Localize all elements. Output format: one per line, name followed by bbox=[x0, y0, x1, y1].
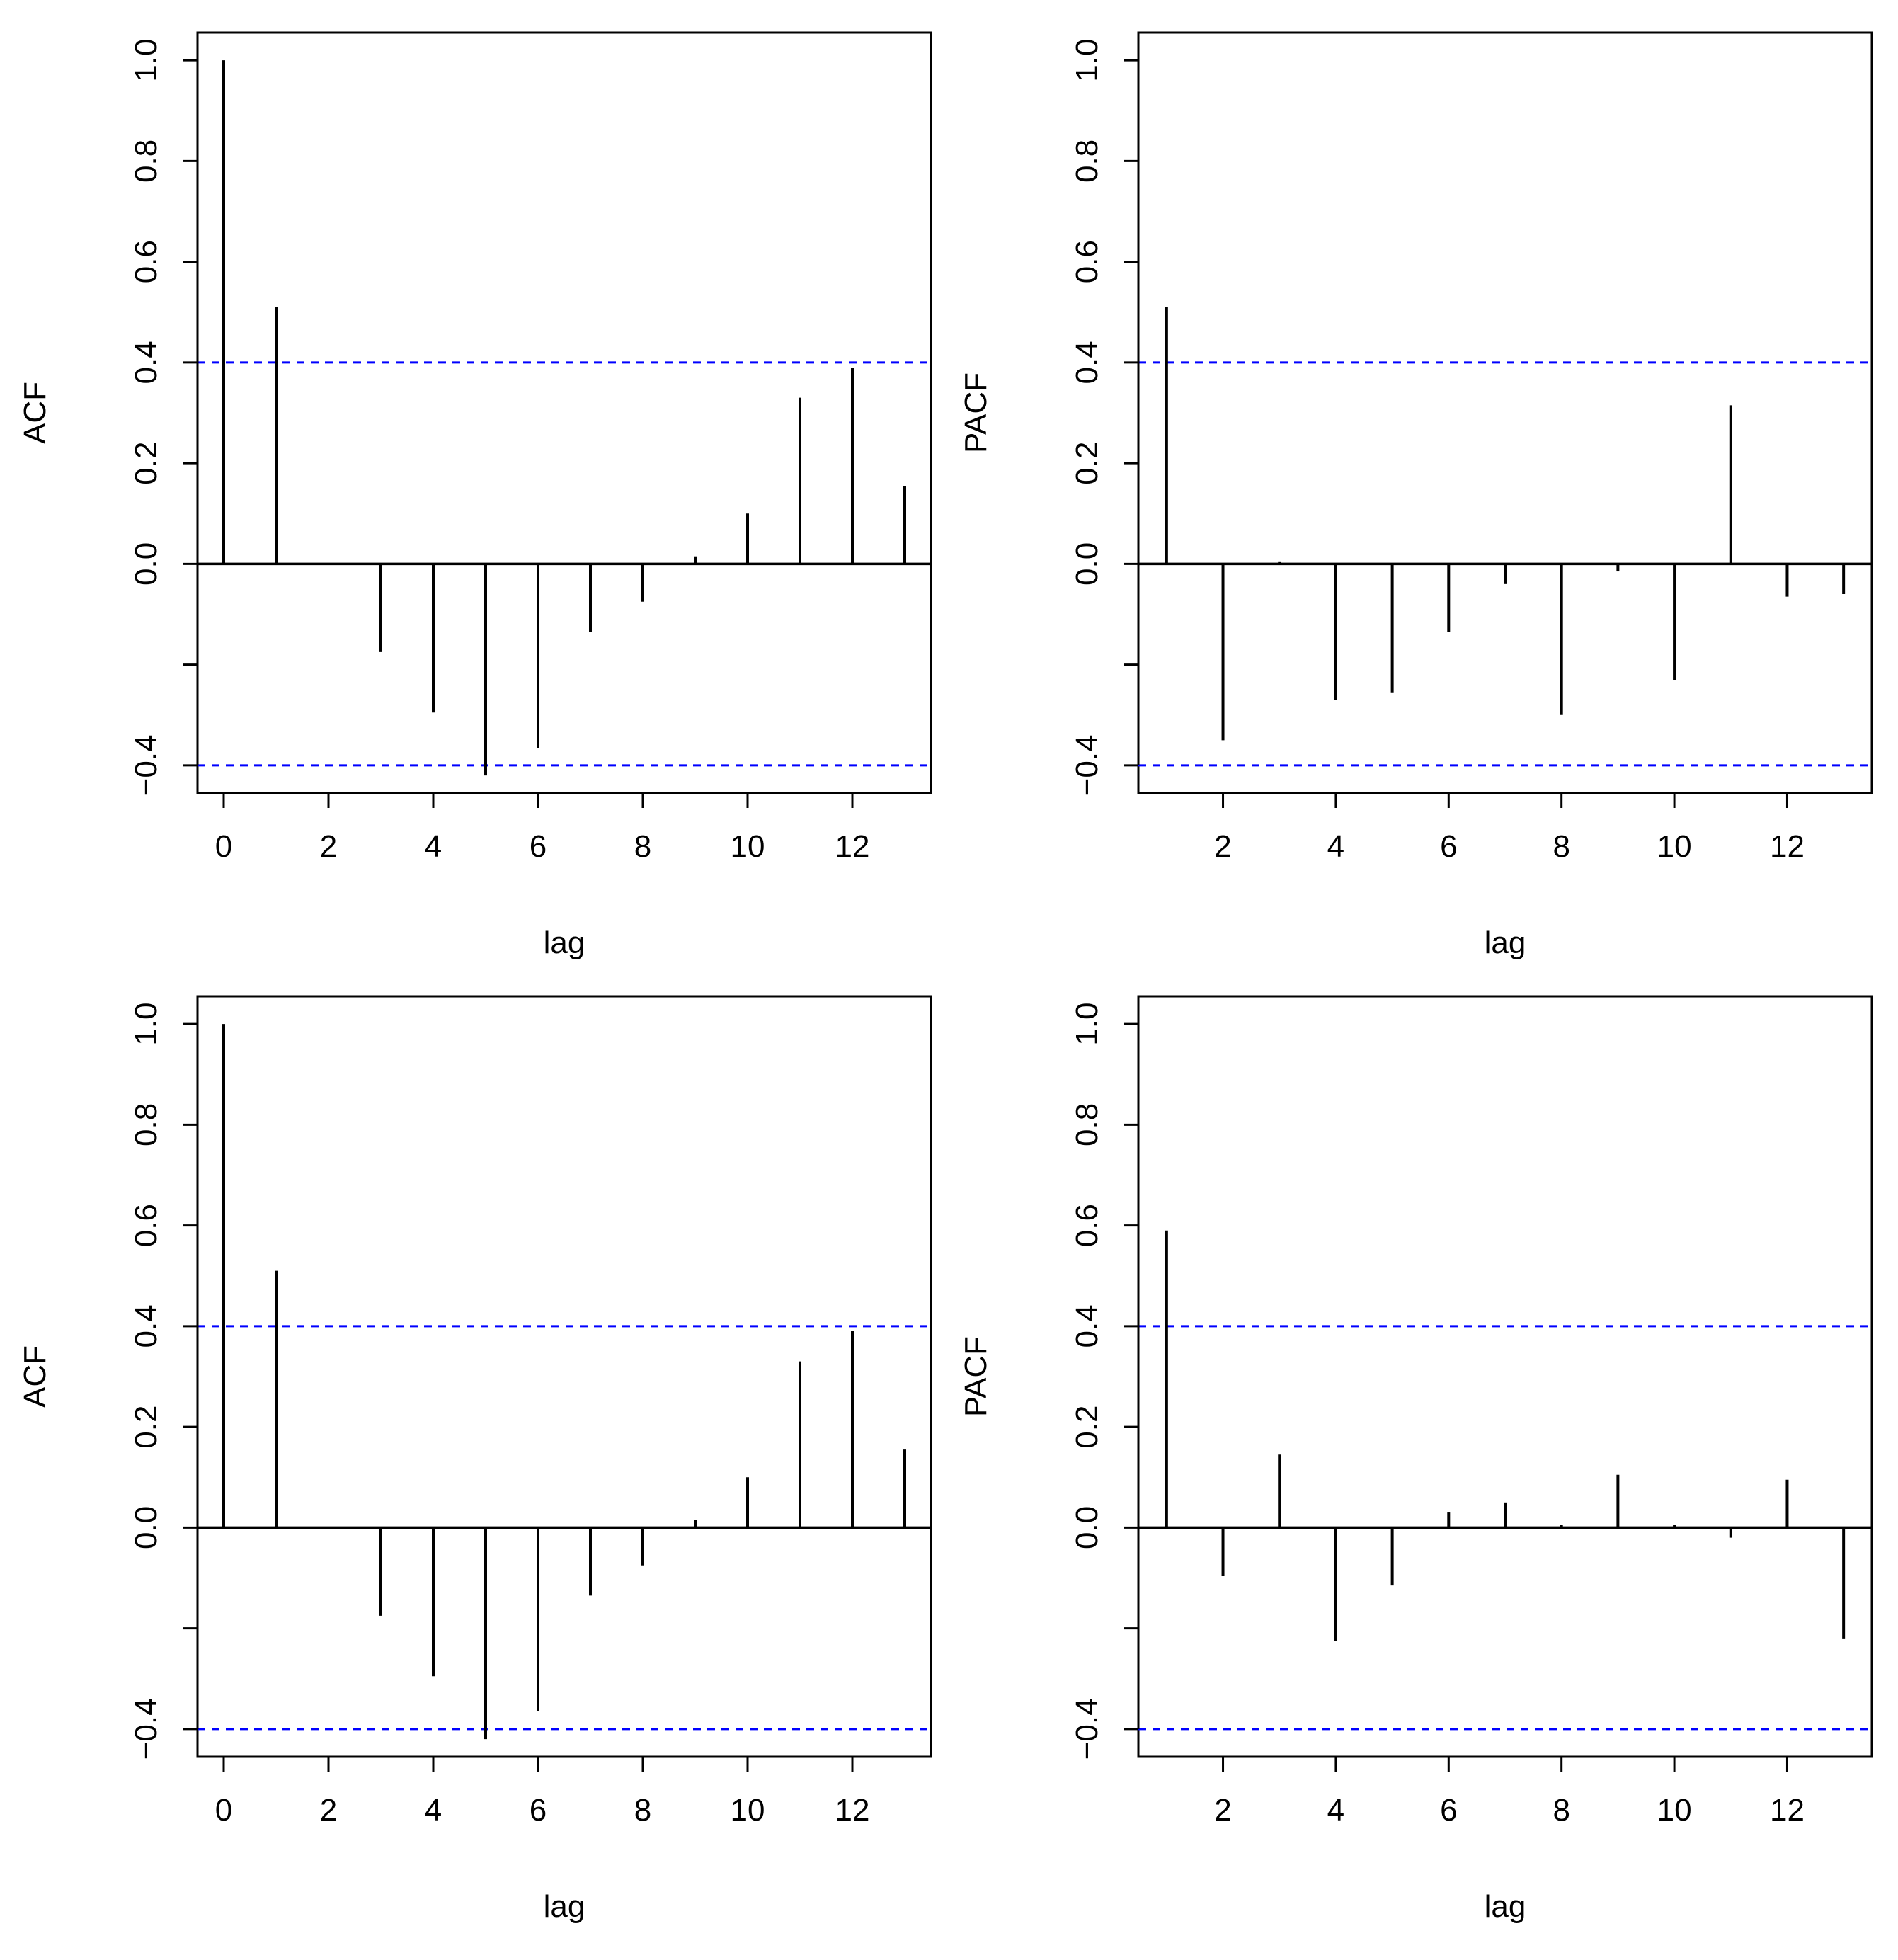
y-tick-label: −0.4 bbox=[1070, 1698, 1104, 1760]
y-axis-title: PACF bbox=[959, 1336, 993, 1417]
panel-bottom-left: 0 2 4 6 8 10 12 −0.4 0.0 0.2 0.4 0.6 0.8 1.0 lag ACF bbox=[18, 995, 932, 1924]
y-axis-title: ACF bbox=[18, 382, 52, 444]
plot-frame bbox=[1137, 995, 1873, 1758]
y-tick-label: 0.0 bbox=[1070, 1506, 1104, 1549]
y-tick-label: −0.4 bbox=[129, 734, 164, 796]
y-tick-label: 0.8 bbox=[129, 1103, 164, 1146]
x-tick-label: 0 bbox=[215, 829, 232, 864]
plot-frame bbox=[196, 995, 932, 1758]
y-tick-label: 0.4 bbox=[1070, 341, 1104, 384]
y-tick-label: 1.0 bbox=[1070, 39, 1104, 82]
plot-frame bbox=[196, 31, 932, 794]
x-tick-label: 6 bbox=[1440, 829, 1457, 864]
x-tick-label: 6 bbox=[1440, 1793, 1457, 1828]
y-tick-label: 0.6 bbox=[1070, 1204, 1104, 1247]
x-tick-label: 2 bbox=[1214, 1793, 1231, 1828]
x-tick-label: 8 bbox=[634, 1793, 651, 1828]
x-tick-label: 10 bbox=[1657, 1793, 1692, 1828]
y-tick-label: 0.2 bbox=[129, 1406, 164, 1449]
x-tick-label: 2 bbox=[320, 829, 337, 864]
panel-top-right: 2 4 6 8 10 12 −0.4 0.0 0.2 0.4 0.6 0.8 1.0 lag PACF bbox=[959, 31, 1873, 960]
y-tick-label: −0.4 bbox=[129, 1698, 164, 1760]
y-tick-label: 0.8 bbox=[1070, 1103, 1104, 1146]
x-axis-title: lag bbox=[544, 925, 585, 960]
x-tick-label: 4 bbox=[1327, 1793, 1344, 1828]
y-tick-label: 0.8 bbox=[1070, 139, 1104, 183]
panel-top-left: 0 2 4 6 8 10 12 −0.4 0.0 0.2 0.4 0.6 0.8 1.0 lag ACF bbox=[18, 31, 932, 960]
panel-bottom-right: 2 4 6 8 10 12 −0.4 0.0 0.2 0.4 0.6 0.8 1.0 lag PACF bbox=[959, 995, 1873, 1924]
x-tick-label: 12 bbox=[835, 1793, 870, 1828]
x-tick-label: 4 bbox=[425, 1793, 442, 1828]
plot-frame bbox=[1137, 31, 1873, 794]
y-tick-label: −0.4 bbox=[1070, 734, 1104, 796]
x-tick-label: 2 bbox=[1214, 829, 1231, 864]
x-tick-label: 6 bbox=[530, 829, 547, 864]
x-tick-label: 12 bbox=[835, 829, 870, 864]
y-tick-label: 0.0 bbox=[129, 542, 164, 586]
y-tick-label: 0.8 bbox=[129, 139, 164, 183]
x-axis-title: lag bbox=[1485, 925, 1526, 960]
y-tick-label: 0.2 bbox=[129, 442, 164, 485]
x-tick-label: 8 bbox=[634, 829, 651, 864]
y-tick-label: 0.0 bbox=[129, 1506, 164, 1549]
y-axis-title: PACF bbox=[959, 372, 993, 453]
y-tick-label: 0.0 bbox=[1070, 542, 1104, 586]
y-tick-label: 0.4 bbox=[129, 1304, 164, 1348]
y-tick-label: 0.6 bbox=[1070, 240, 1104, 283]
y-tick-label: 0.2 bbox=[1070, 442, 1104, 485]
x-tick-label: 6 bbox=[530, 1793, 547, 1828]
x-tick-label: 12 bbox=[1770, 829, 1805, 864]
x-tick-label: 8 bbox=[1553, 1793, 1570, 1828]
y-tick-label: 1.0 bbox=[129, 39, 164, 82]
x-tick-label: 2 bbox=[320, 1793, 337, 1828]
y-tick-label: 0.6 bbox=[129, 240, 164, 283]
x-tick-label: 0 bbox=[215, 1793, 232, 1828]
y-tick-label: 0.4 bbox=[129, 341, 164, 384]
x-axis-title: lag bbox=[1485, 1889, 1526, 1924]
y-tick-label: 0.2 bbox=[1070, 1406, 1104, 1449]
x-tick-label: 4 bbox=[1327, 829, 1344, 864]
y-tick-label: 1.0 bbox=[1070, 1003, 1104, 1046]
y-tick-label: 0.6 bbox=[129, 1204, 164, 1247]
y-tick-label: 0.4 bbox=[1070, 1304, 1104, 1348]
y-tick-label: 1.0 bbox=[129, 1003, 164, 1046]
y-axis-title: ACF bbox=[18, 1345, 52, 1408]
x-tick-label: 10 bbox=[731, 1793, 765, 1828]
x-tick-label: 10 bbox=[1657, 829, 1692, 864]
x-tick-label: 4 bbox=[425, 829, 442, 864]
x-tick-label: 10 bbox=[731, 829, 765, 864]
x-tick-label: 8 bbox=[1553, 829, 1570, 864]
x-axis-title: lag bbox=[544, 1889, 585, 1924]
x-tick-label: 12 bbox=[1770, 1793, 1805, 1828]
